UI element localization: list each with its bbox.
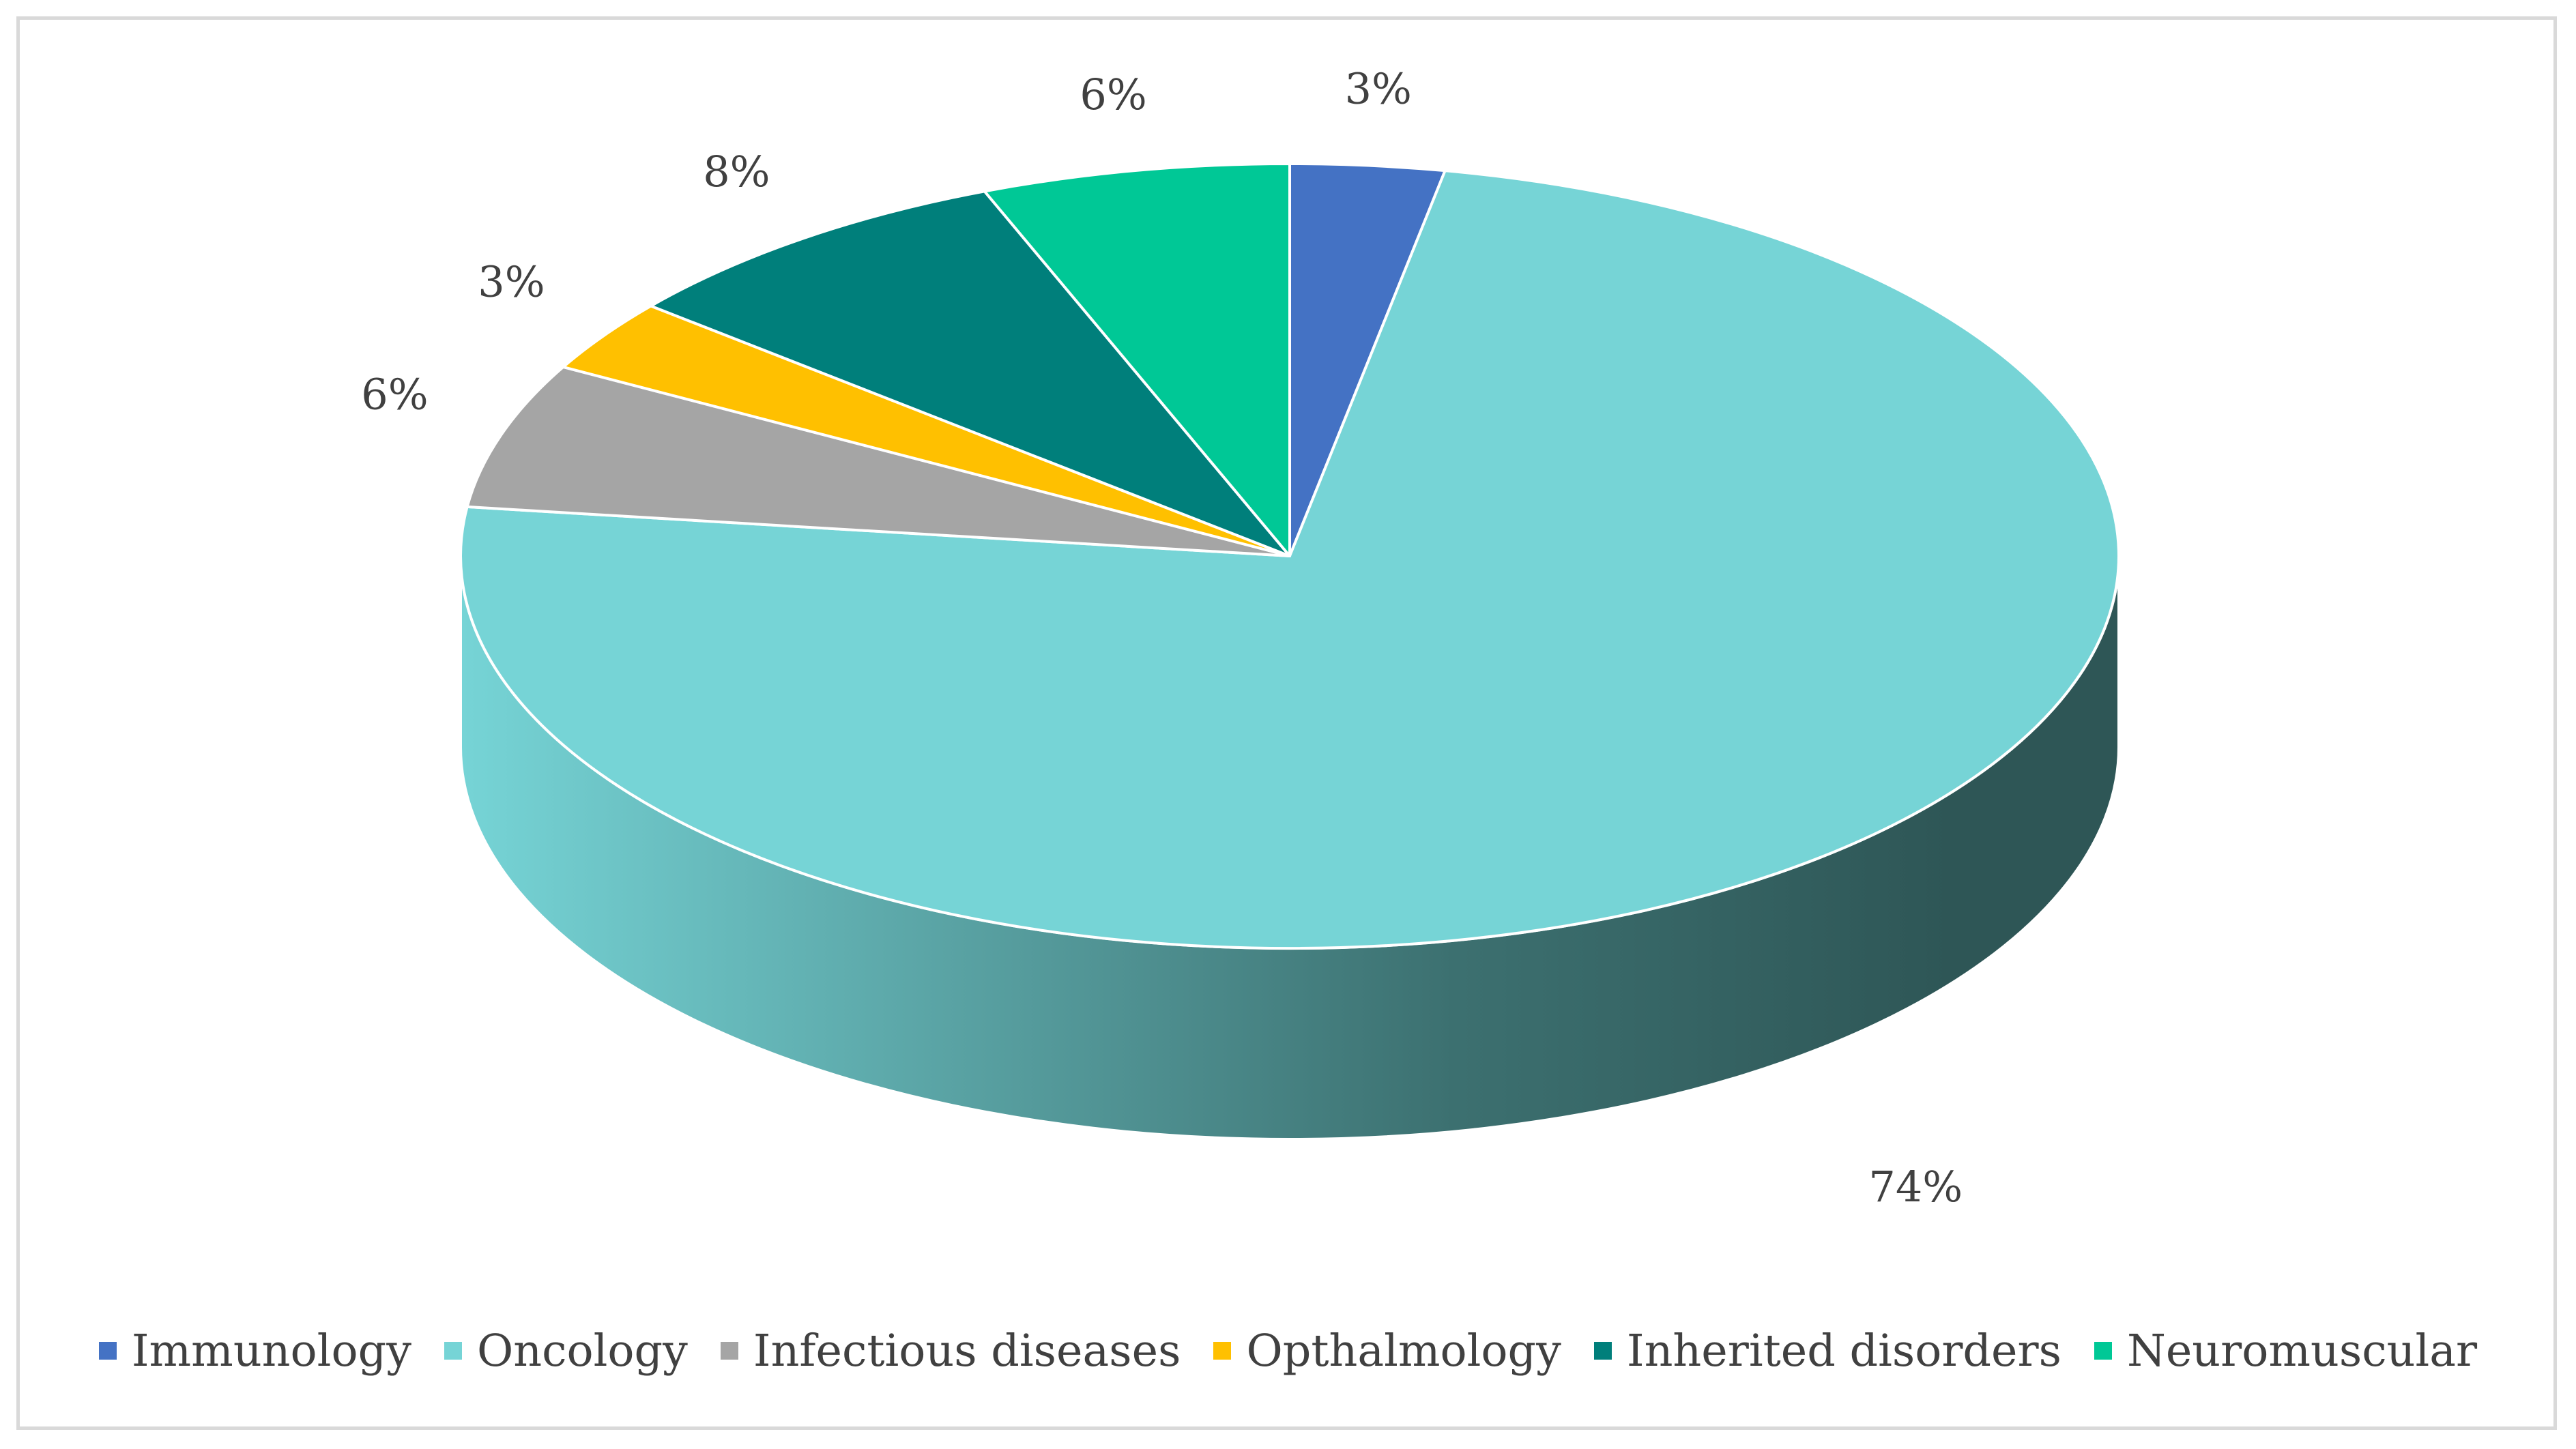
slice-neuromuscular[interactable] [983, 162, 1291, 557]
legend-item-immunology[interactable]: Immunology [98, 1325, 411, 1377]
legend-swatch [444, 1342, 462, 1360]
legend-item-neuromuscular[interactable]: Neuromuscular [2094, 1326, 2477, 1377]
slice-infectious-diseases[interactable] [465, 365, 1291, 557]
legend-swatch [98, 1342, 117, 1360]
legend-item-oncology[interactable]: Oncology [444, 1326, 688, 1377]
legend-item-opthalmology[interactable]: Opthalmology [1213, 1326, 1561, 1377]
legend-label: Inherited disorders [1626, 1325, 2061, 1377]
slice-oncology[interactable] [459, 169, 2120, 950]
pie-top-face [459, 162, 2120, 950]
legend-swatch [1213, 1342, 1232, 1360]
data-label-opthalmology: 3% [478, 257, 545, 306]
legend-label: Infectious diseases [753, 1325, 1181, 1377]
legend-label: Oncology [476, 1325, 688, 1377]
legend-item-inherited-disorders[interactable]: Inherited disorders [1593, 1325, 2061, 1377]
data-label-infectious-diseases: 6% [361, 369, 428, 419]
slice-inherited-disorders[interactable] [649, 190, 1291, 557]
legend-swatch [1593, 1342, 1612, 1360]
legend-swatch [2094, 1342, 2112, 1360]
chart-legend: Immunology Oncology Infectious diseases Opt… [0, 1320, 2576, 1381]
data-label-neuromuscular: 6% [1080, 70, 1146, 119]
data-label-immunology: 3% [1345, 63, 1412, 113]
data-label-inherited-disorders: 8% [703, 147, 770, 196]
legend-label: Neuromuscular [2126, 1325, 2478, 1377]
legend-item-infectious-diseases[interactable]: Infectious diseases [720, 1325, 1181, 1377]
data-label-oncology: 74% [1868, 1162, 1963, 1212]
legend-swatch [720, 1342, 738, 1360]
legend-label: Immunology [131, 1325, 411, 1377]
legend-label: Opthalmology [1246, 1325, 1561, 1377]
pie-data-labels: 3% 74% 6% 3% 8% 6% [361, 63, 1963, 1212]
